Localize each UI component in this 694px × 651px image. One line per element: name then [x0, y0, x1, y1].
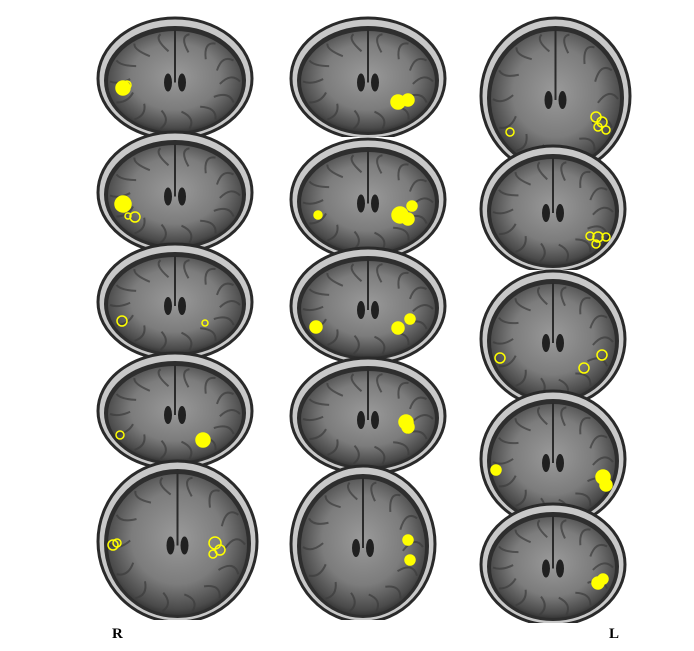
activation-marker: [309, 320, 323, 334]
mri-slice-graphic: [96, 242, 254, 358]
brain-slice-image: [478, 265, 628, 405]
brain-slice-image: [478, 12, 633, 172]
mri-slice-graphic: [96, 16, 254, 137]
activation-marker: [114, 195, 132, 213]
activation-marker: [601, 232, 611, 242]
activation-marker: [129, 211, 141, 223]
activation-marker: [591, 239, 601, 249]
mri-slice-graphic: [289, 137, 447, 258]
activation-marker: [112, 538, 122, 548]
mri-slice-graphic: [479, 502, 627, 623]
brain-slice-image: [478, 140, 628, 270]
right-hemisphere-label: R: [112, 626, 123, 642]
slice-column-1: [95, 0, 295, 620]
brain-slice-image: [288, 12, 448, 137]
activation-marker: [401, 93, 415, 107]
mri-slice-graphic: [479, 16, 632, 172]
activation-marker: [404, 313, 416, 325]
activation-marker: [201, 319, 209, 327]
mri-slice-graphic: [96, 351, 254, 467]
mri-slice-graphic: [289, 464, 437, 620]
activation-marker: [404, 554, 416, 566]
activation-marker: [490, 464, 502, 476]
activation-marker: [208, 549, 218, 559]
activation-marker: [401, 212, 415, 226]
brain-slice-image: [288, 133, 448, 258]
activation-marker: [124, 212, 132, 220]
activation-marker: [116, 315, 128, 327]
mri-slice-graphic: [289, 16, 447, 137]
brain-slice-image: [288, 352, 448, 472]
activation-marker: [122, 80, 132, 90]
activation-marker: [391, 321, 405, 335]
left-hemisphere-label: L: [609, 626, 620, 642]
activation-marker: [195, 432, 211, 448]
slice-column-2: [288, 0, 488, 620]
brain-slice-image: [478, 385, 628, 525]
activation-marker: [494, 352, 506, 364]
activation-marker: [599, 478, 613, 492]
mri-slice-graphic: [479, 389, 627, 525]
slice-column-3: [478, 0, 678, 623]
activation-marker: [402, 534, 414, 546]
brain-slice-image: [95, 126, 255, 251]
activation-marker: [505, 127, 515, 137]
activation-marker: [107, 539, 119, 551]
activation-marker: [578, 362, 590, 374]
activation-marker: [597, 573, 609, 585]
activation-marker: [406, 200, 418, 212]
brain-slice-image: [478, 498, 628, 623]
mri-slice-graphic: [289, 356, 447, 472]
activation-marker: [601, 125, 611, 135]
mri-slice-graphic: [96, 459, 259, 620]
mri-slice-graphic: [479, 144, 627, 270]
mri-slice-graphic: [479, 269, 627, 405]
activation-marker: [401, 420, 415, 434]
brain-slice-image: [95, 347, 255, 467]
brain-slice-image: [95, 238, 255, 358]
brain-slice-image: [288, 242, 448, 362]
mri-slice-graphic: [289, 246, 447, 362]
brain-slice-image: [95, 455, 260, 620]
mri-slice-graphic: [96, 130, 254, 251]
brain-slice-image: [95, 12, 255, 137]
activation-marker: [592, 231, 604, 243]
activation-marker: [313, 210, 323, 220]
activation-marker: [115, 430, 125, 440]
activation-marker: [596, 349, 608, 361]
activation-marker: [593, 122, 603, 132]
activation-marker: [585, 231, 595, 241]
brain-slice-image: [288, 460, 438, 620]
